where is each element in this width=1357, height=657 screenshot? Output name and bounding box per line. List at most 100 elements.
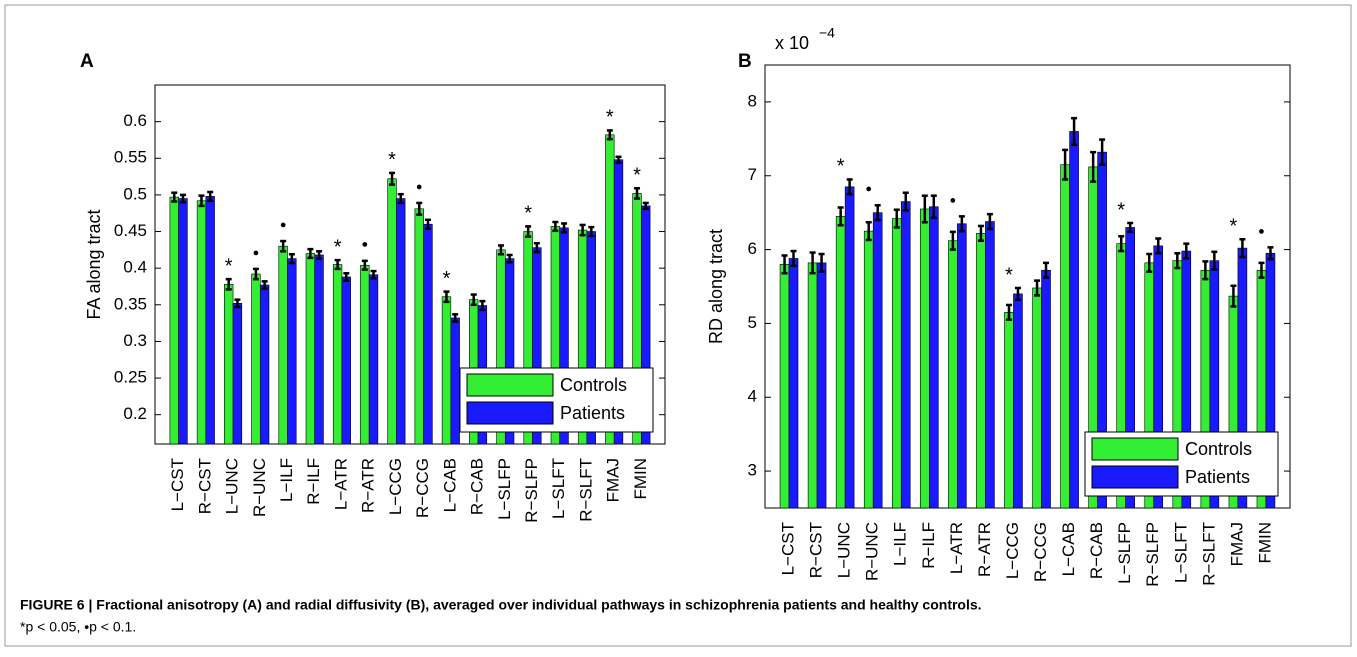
bar bbox=[900, 201, 911, 509]
error-bar bbox=[288, 252, 295, 265]
bar bbox=[332, 264, 343, 445]
error-bar bbox=[958, 215, 965, 233]
significance-marker: * bbox=[606, 107, 614, 129]
error-bar bbox=[307, 247, 314, 260]
bar bbox=[387, 178, 397, 445]
error-bar bbox=[1014, 286, 1021, 302]
x-tick-label: R−SLFP bbox=[522, 458, 541, 523]
x-tick-label: R−CAB bbox=[1087, 522, 1106, 579]
error-bar bbox=[606, 129, 613, 141]
caption-title: FIGURE 6 | Fractional anisotropy (A) and… bbox=[20, 597, 982, 613]
error-bar bbox=[280, 239, 287, 253]
x-tick-label: R−CAB bbox=[468, 458, 487, 515]
error-bar bbox=[874, 204, 881, 222]
error-bar bbox=[452, 313, 459, 323]
significance-marker: * bbox=[524, 203, 532, 225]
y-tick-label: 7 bbox=[748, 165, 757, 184]
error-bar bbox=[1211, 250, 1218, 271]
y-axis-label: RD along tract bbox=[706, 229, 726, 344]
bar bbox=[414, 208, 424, 445]
error-bar bbox=[334, 258, 341, 271]
error-bar bbox=[171, 191, 178, 203]
significance-marker: ● bbox=[950, 194, 957, 206]
legend-label: Controls bbox=[560, 375, 627, 395]
error-bar bbox=[930, 194, 937, 220]
y-tick-label: 0.3 bbox=[123, 331, 147, 350]
error-bar bbox=[893, 208, 900, 229]
error-bar bbox=[1155, 237, 1162, 255]
error-bar bbox=[479, 299, 486, 312]
x-tick-label: R−ATR bbox=[359, 458, 378, 513]
error-bar bbox=[561, 222, 568, 234]
x-tick-label: L−SLFP bbox=[1115, 522, 1134, 584]
error-bar bbox=[837, 206, 844, 227]
significance-marker: * bbox=[633, 165, 641, 187]
error-bar bbox=[207, 190, 214, 203]
error-bar bbox=[1071, 116, 1078, 146]
error-bar bbox=[1230, 284, 1237, 308]
bar bbox=[368, 274, 379, 445]
x-tick-label: L−ATR bbox=[947, 522, 966, 574]
x-tick-label: L−SLFT bbox=[1171, 522, 1190, 583]
error-bar bbox=[506, 253, 513, 264]
error-bar bbox=[370, 269, 377, 280]
error-bar bbox=[986, 212, 993, 231]
bar bbox=[1013, 293, 1023, 509]
y-tick-label: 0.5 bbox=[123, 184, 147, 203]
bar bbox=[816, 262, 827, 509]
error-bar bbox=[1043, 261, 1050, 279]
error-bar bbox=[225, 277, 232, 291]
error-bar bbox=[846, 178, 853, 196]
bar bbox=[178, 198, 188, 445]
bar bbox=[278, 245, 288, 445]
legend-label: Patients bbox=[560, 403, 625, 423]
bar bbox=[169, 196, 179, 445]
x-tick-label: R−SLFT bbox=[576, 458, 595, 522]
error-bar bbox=[642, 201, 649, 211]
error-bar bbox=[1090, 150, 1097, 183]
error-bar bbox=[1005, 303, 1012, 321]
bar bbox=[314, 254, 324, 445]
bar bbox=[305, 253, 316, 445]
y-tick-label: 4 bbox=[748, 387, 757, 406]
legend-swatch bbox=[1091, 465, 1179, 489]
error-bar bbox=[525, 225, 532, 238]
significance-marker: ● bbox=[280, 219, 287, 231]
significance-marker: ● bbox=[361, 239, 368, 251]
bar bbox=[423, 223, 433, 445]
x-tick-label: FMIN bbox=[631, 458, 650, 500]
significance-marker: ● bbox=[865, 183, 872, 195]
error-bar bbox=[949, 230, 956, 251]
error-bar bbox=[552, 220, 559, 233]
significance-marker: * bbox=[225, 255, 233, 277]
y-tick-label: 0.35 bbox=[114, 294, 147, 313]
panel-label: B bbox=[738, 51, 752, 72]
significance-marker: * bbox=[1005, 264, 1013, 286]
significance-marker: ● bbox=[416, 181, 423, 193]
x-tick-label: L−ILF bbox=[277, 458, 296, 502]
y-tick-label: 0.2 bbox=[123, 404, 147, 423]
significance-marker: * bbox=[388, 149, 396, 171]
y-tick-label: 0.6 bbox=[123, 111, 147, 130]
x-tick-label: R−ATR bbox=[975, 522, 994, 577]
bar bbox=[224, 283, 234, 445]
bar bbox=[929, 206, 939, 509]
error-bar bbox=[261, 280, 268, 290]
x-tick-label: L−UNC bbox=[223, 458, 242, 514]
error-bar bbox=[234, 298, 241, 309]
bar bbox=[920, 208, 930, 509]
significance-marker: ● bbox=[253, 247, 260, 259]
x-tick-label: FMIN bbox=[1255, 522, 1274, 564]
bar bbox=[1004, 312, 1014, 509]
x-tick-label: R−SLFP bbox=[1143, 522, 1162, 587]
error-bar bbox=[470, 293, 477, 307]
error-bar bbox=[1183, 242, 1190, 260]
bar bbox=[985, 221, 995, 509]
error-bar bbox=[533, 242, 540, 254]
bar bbox=[835, 216, 846, 509]
y-tick-label: 0.55 bbox=[114, 148, 147, 167]
x-tick-label: FMAJ bbox=[604, 458, 623, 502]
figure-frame bbox=[4, 4, 1352, 647]
x-tick-label: R−ILF bbox=[919, 522, 938, 569]
error-bar bbox=[781, 254, 788, 275]
